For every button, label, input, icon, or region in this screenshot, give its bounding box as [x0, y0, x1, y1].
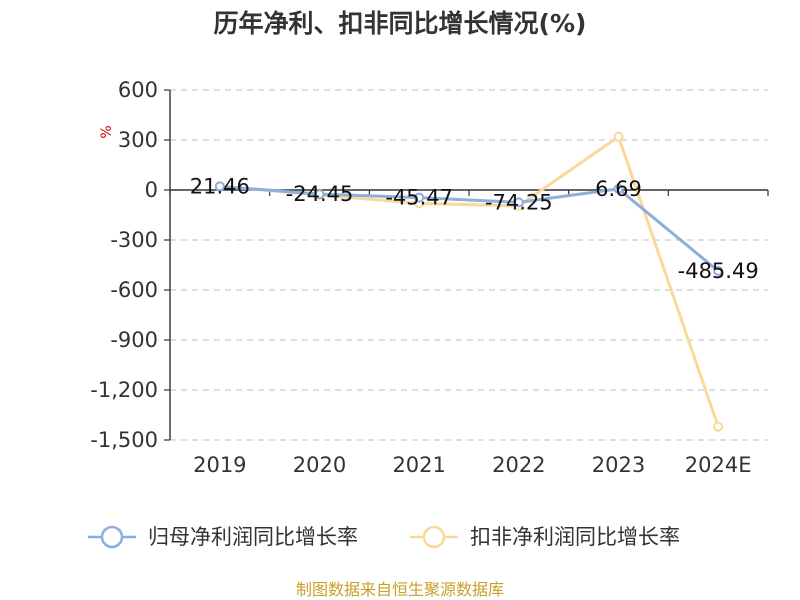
series-group	[214, 131, 724, 432]
series-2-point[interactable]	[613, 131, 624, 142]
data-label: -74.25	[485, 190, 553, 214]
series-1-point[interactable]	[513, 197, 524, 208]
data-labels: 21.46 -24.45 -45.47 -74.25 6.69 -485.49	[190, 174, 759, 282]
legend-item-series-1[interactable]: 归母净利润同比增长率	[88, 525, 358, 549]
data-label: 6.69	[595, 177, 642, 201]
y-tick-label: -600	[110, 278, 158, 302]
legend-swatch-marker	[422, 525, 446, 549]
x-tick-label: 2020	[293, 453, 346, 477]
data-label: -24.45	[286, 182, 354, 206]
series-1-point[interactable]	[713, 265, 724, 276]
x-tick-label: 2024E	[685, 453, 752, 477]
series-1-point[interactable]	[314, 189, 325, 200]
x-tick-label: 2022	[492, 453, 545, 477]
series-line-2	[219, 135, 720, 428]
grid-lines	[164, 89, 768, 441]
series-1-point[interactable]	[214, 181, 225, 192]
source-note: 制图数据来自恒生聚源数据库	[296, 580, 504, 599]
data-label: 21.46	[190, 174, 250, 198]
y-tick-label: -900	[110, 328, 158, 352]
y-tick-label: -1,500	[90, 428, 158, 452]
y-tick-label: -300	[110, 228, 158, 252]
chart-title: 历年净利、扣非同比增长情况(%)	[214, 9, 587, 38]
series-1-point[interactable]	[414, 192, 425, 203]
series-1-point[interactable]	[613, 183, 624, 194]
y-unit-label: %	[99, 125, 115, 138]
series-line-1	[219, 184, 720, 273]
legend-label-series-2: 扣非净利润同比增长率	[470, 525, 680, 549]
x-tick-label: 2021	[392, 453, 445, 477]
tick-labels: 600 300 0 -300 -600 -900 -1,200 -1,500 2019 2020 2…	[90, 78, 751, 477]
y-tick-label: 0	[145, 178, 158, 202]
legend[interactable]: 归母净利润同比增长率 扣非净利润同比增长率	[88, 525, 680, 549]
y-tick-label: 600	[118, 78, 158, 102]
y-tick-label: -1,200	[90, 378, 158, 402]
x-tick-label: 2023	[592, 453, 645, 477]
data-label: -45.47	[385, 186, 453, 210]
x-tick-label: 2019	[193, 453, 246, 477]
legend-label-series-1: 归母净利润同比增长率	[148, 525, 358, 549]
series-2-point[interactable]	[713, 421, 724, 432]
legend-item-series-2[interactable]: 扣非净利润同比增长率	[410, 525, 680, 549]
y-tick-label: 300	[118, 128, 158, 152]
data-label: -485.49	[678, 259, 759, 283]
legend-swatch-marker	[100, 525, 124, 549]
